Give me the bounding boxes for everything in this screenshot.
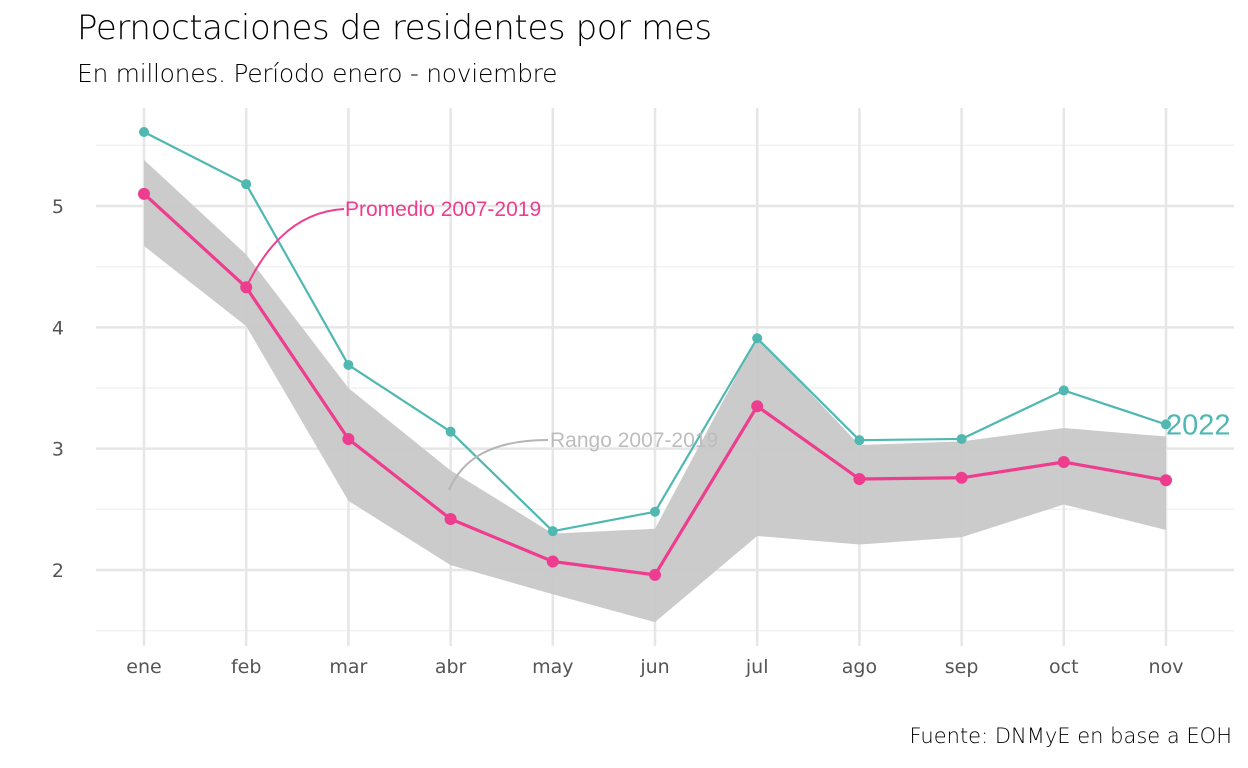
x-tick-label: jun: [639, 656, 669, 678]
promedio-point: [1160, 474, 1172, 487]
promedio-connector: [245, 208, 345, 288]
chart-title: Pernoctaciones de residentes por mes: [77, 8, 712, 48]
series-2022-point: [1161, 419, 1171, 430]
rango-connector: [448, 439, 549, 491]
series-2022-point: [343, 359, 354, 370]
promedio-point: [649, 568, 661, 581]
x-tick-label: sep: [945, 656, 979, 678]
x-tick-label: nov: [1149, 656, 1184, 678]
promedio-point: [1057, 456, 1070, 469]
x-tick-label: mar: [329, 656, 367, 678]
rango-annotation: Rango 2007-2019: [550, 429, 718, 452]
chart-subtitle: En millones. Período enero - noviembre: [77, 59, 558, 88]
promedio-point: [444, 513, 457, 526]
x-tick-label: ago: [842, 656, 877, 678]
range-band: [144, 159, 1166, 623]
series-group: [138, 126, 1172, 581]
series-2022-point: [241, 179, 252, 190]
annotations-group: Promedio 2007-2019 Rango 2007-2019 2022: [245, 198, 1231, 491]
x-tick-label: feb: [231, 656, 261, 678]
promedio-point: [546, 555, 559, 568]
y-tick-label: 5: [52, 196, 64, 218]
promedio-point: [138, 187, 150, 200]
chart-caption: Fuente: DNMyE en base a EOH: [909, 724, 1232, 748]
x-tick-label: oct: [1049, 656, 1079, 678]
y-tick-label: 4: [52, 317, 64, 339]
promedio-annotation: Promedio 2007-2019: [345, 198, 541, 221]
y-tick-label: 2: [52, 560, 64, 582]
series-2022-point: [752, 333, 763, 344]
promedio-point: [342, 432, 355, 445]
y-tick-label: 3: [52, 439, 64, 461]
series-2022-point: [854, 435, 865, 446]
series-2022-point: [445, 426, 456, 437]
promedio-point: [751, 400, 764, 413]
series-2022-point: [547, 526, 558, 537]
x-tick-label: ene: [126, 656, 161, 678]
promedio-point: [853, 473, 866, 485]
series-2022-point: [1058, 385, 1069, 396]
x-tick-label: abr: [435, 656, 467, 678]
x-tick-label: jul: [745, 656, 769, 678]
range-band-group: [144, 159, 1166, 623]
x-tick-label: may: [532, 656, 573, 678]
series-2022-end-label: 2022: [1166, 409, 1231, 441]
series-2022-point: [139, 126, 149, 137]
series-2022-point: [650, 506, 660, 517]
axis-labels-group: 2 3 4 5 ene feb mar abr may jun jul ago sep oct nov: [52, 196, 1184, 678]
promedio-point: [955, 471, 968, 484]
series-2022-point: [956, 433, 967, 444]
